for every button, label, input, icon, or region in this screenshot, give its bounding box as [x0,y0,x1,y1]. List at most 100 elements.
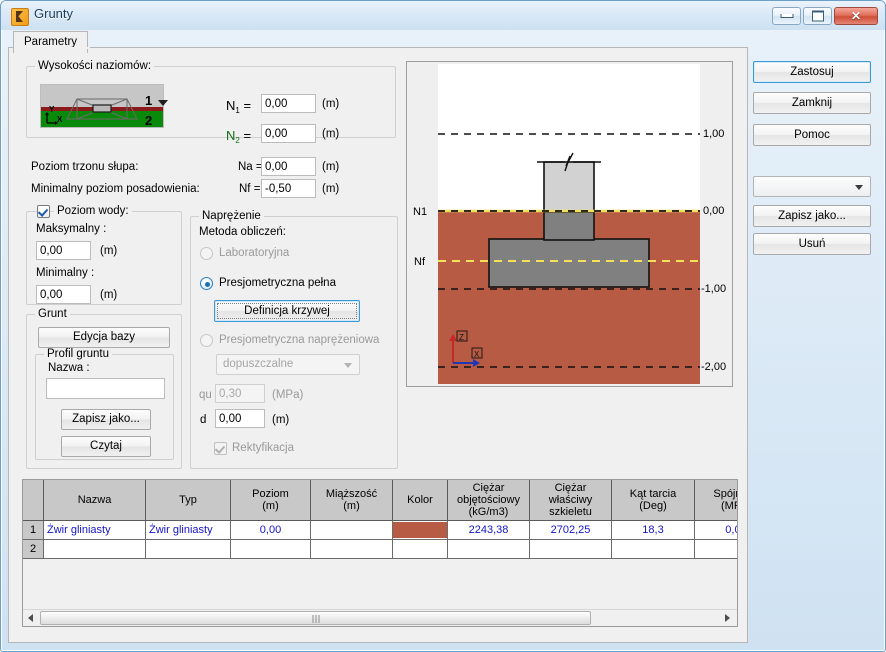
radio-presjometryczna-naprezeniowa[interactable] [200,334,213,347]
col-miazszosc: Miąższość (m) [310,480,393,521]
cell-typ[interactable] [145,539,231,559]
profil-zapisz-jako-button[interactable]: Zapisz jako... [61,409,151,430]
rektyfikacja-checkbox[interactable] [214,442,227,455]
unit-d: (m) [272,414,290,426]
tab-parametry[interactable]: Parametry [13,31,89,53]
cross-section-diagram[interactable]: Z X N1 Nf 1,00 0,00 -1,00 -2,00 [406,61,733,387]
table-hscrollbar[interactable] [23,609,737,626]
chevron-down-icon [344,363,352,368]
row-number: 1 [23,520,44,540]
scroll-right-button[interactable] [720,610,737,625]
cell-miazszosc[interactable] [310,520,393,540]
n2-input[interactable] [261,124,316,143]
label-n2: N2 = [226,128,252,145]
label-laboratoryjna: Laboratoryjna [219,247,290,259]
label-poziom-wody: Poziom wody: [54,205,132,217]
label-presjometryczna-pelna: Presjometryczna pełna [219,277,336,289]
chevron-right-icon [725,614,730,622]
minimize-icon [780,14,793,18]
title-bar: Grunty ✕ [1,1,885,30]
water-max-input[interactable] [36,241,91,260]
cell-kat-tarcia[interactable]: 18,3 [611,520,695,540]
cell-ciezar-wlasciwy[interactable] [529,539,612,559]
table-row[interactable]: 2 [23,539,737,559]
czytaj-button[interactable]: Czytaj [61,436,151,457]
cell-ciezar-wlasciwy[interactable]: 2702,25 [529,520,612,540]
col-ciezar-wlasciwy: Ciężar właściwy szkieletu [529,480,612,521]
scroll-left-button[interactable] [23,610,40,625]
radio-laboratoryjna[interactable] [200,247,213,260]
svg-text:X: X [57,115,63,124]
label-metoda-obliczen: Metoda obliczeń: [199,226,286,238]
close-button[interactable]: ✕ [834,7,878,25]
diagram-tick-0: 0,00 [703,205,725,217]
cell-kolor[interactable] [392,520,448,540]
naziom-dropdown-arrow[interactable] [158,100,170,112]
unit-qu: (MPa) [272,389,304,401]
na-input[interactable] [261,157,316,176]
right-combo[interactable] [753,176,871,197]
group-legend-levels: Wysokości naziomów: [35,60,155,72]
d-input[interactable] [215,409,265,428]
water-min-input[interactable] [36,285,91,304]
pomoc-button[interactable]: Pomoc [753,124,871,146]
label-nazwa: Nazwa : [48,362,90,374]
group-grunt: Grunt [26,308,182,469]
window-title: Grunty [34,6,74,21]
row-number: 2 [23,539,44,559]
radio-presjometryczna-pelna[interactable] [200,277,213,290]
edycja-bazy-button[interactable]: Edycja bazy [38,327,170,348]
poziom-wody-checkbox[interactable] [37,205,50,218]
cell-nazwa[interactable] [43,539,146,559]
cell-nazwa[interactable]: Żwir gliniasty [43,520,146,540]
cell-poziom[interactable] [230,539,311,559]
minimize-button[interactable] [772,7,801,25]
group-naprezenie: Naprężenie [190,210,398,469]
svg-text:2: 2 [145,113,152,127]
naziom-preview[interactable]: 1 2 Y X [40,84,164,128]
definicja-krzywej-button[interactable]: Definicja krzywej [214,300,360,322]
zamknij-button[interactable]: Zamknij [753,92,871,114]
cell-ciezar-objetosciowy[interactable]: 2243,38 [447,520,530,540]
cell-kolor[interactable] [392,539,448,559]
cell-spojnosc[interactable]: 0,03 [694,520,737,540]
maximize-button[interactable] [803,7,832,25]
zapisz-jako-button[interactable]: Zapisz jako... [753,205,871,227]
group-legend-grunt: Grunt [35,308,70,320]
cell-ciezar-objetosciowy[interactable] [447,539,530,559]
n1-input[interactable] [261,94,316,113]
diagram-tick-1: 1,00 [703,128,725,140]
svg-text:1: 1 [145,93,152,108]
col-ciezar-objetosciowy: Ciężar objętościowy (kG/m3) [447,480,530,521]
soil-layers-table: Nazwa Typ Poziom (m) Miąższość (m) Kolor [23,480,737,559]
svg-text:X: X [474,350,480,359]
col-rownum [23,480,44,521]
unit-water-max: (m) [100,245,118,257]
close-icon: ✕ [850,9,862,23]
group-wysokosci-naziomow: Wysokości naziomów: [26,60,396,138]
cell-kat-tarcia[interactable] [611,539,695,559]
cell-spojnosc[interactable] [694,539,737,559]
diagram-label-nf: Nf [414,256,425,268]
svg-text:Z: Z [459,333,464,342]
cell-poziom[interactable]: 0,00 [230,520,311,540]
diagram-label-n1: N1 [413,206,428,218]
qu-input[interactable] [215,384,265,403]
label-presjometryczna-naprezeniowa: Presjometryczna naprężeniowa [219,334,380,346]
label-water-min: Minimalny : [36,267,95,279]
dopuszczalne-combo[interactable]: dopuszczalne [216,354,360,375]
col-kat-tarcia: Kąt tarcia (Deg) [611,480,695,521]
group-legend-profil: Profil gruntu [44,348,113,360]
table-row[interactable]: 1 Żwir gliniasty Żwir gliniasty 0,00 224… [23,520,737,540]
nazwa-input[interactable] [46,378,165,399]
chevron-down-icon [855,185,863,190]
usun-button[interactable]: Usuń [753,233,871,255]
zastosuj-button[interactable]: Zastosuj [753,61,871,83]
nf-input[interactable] [261,179,316,198]
table-header-row: Nazwa Typ Poziom (m) Miąższość (m) Kolor [23,480,737,521]
cell-miazszosc[interactable] [310,539,393,559]
window-controls: ✕ [772,7,878,25]
scroll-thumb[interactable] [40,611,591,625]
cell-typ[interactable]: Żwir gliniasty [145,520,231,540]
